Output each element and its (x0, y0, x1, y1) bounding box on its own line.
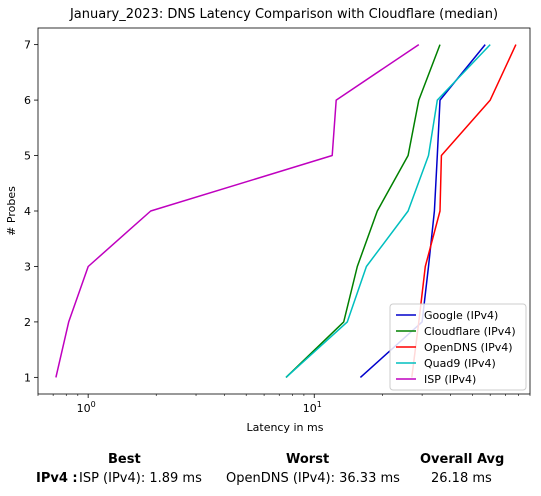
overall-avg-value: 26.18 ms (431, 471, 492, 486)
x-tick-label: 101 (303, 400, 322, 415)
series-line (56, 45, 419, 378)
chart-title: January_2023: DNS Latency Comparison wit… (69, 7, 498, 22)
worst-value: OpenDNS (IPv4): 36.33 ms (226, 471, 400, 486)
y-tick-label: 1 (24, 371, 31, 384)
legend-label: OpenDNS (IPv4) (424, 341, 513, 354)
y-tick-label: 5 (24, 150, 31, 163)
latency-chart: January_2023: DNS Latency Comparison wit… (0, 0, 541, 440)
worst-header: Worst (286, 452, 329, 467)
legend-label: ISP (IPv4) (424, 373, 476, 386)
y-tick-label: 3 (24, 260, 31, 273)
best-value: ISP (IPv4): 1.89 ms (79, 471, 202, 486)
legend-label: Quad9 (IPv4) (424, 357, 496, 370)
y-tick-label: 2 (24, 316, 31, 329)
y-axis-label: # Probes (5, 186, 18, 236)
legend-label: Cloudflare (IPv4) (424, 325, 516, 338)
best-header: Best (108, 452, 141, 467)
ipv4-row-label: IPv4 : (36, 471, 78, 486)
y-tick-label: 7 (24, 39, 31, 52)
y-tick-label: 6 (24, 94, 31, 107)
x-axis-label: Latency in ms (247, 421, 324, 434)
plot-area: 100 101 1 2 3 4 5 6 7 Google (IPv4) Cloudflare (IP… (24, 28, 530, 415)
overall-avg-header: Overall Avg (420, 452, 504, 467)
legend-label: Google (IPv4) (424, 309, 498, 322)
x-tick-label: 100 (77, 400, 96, 415)
y-tick-label: 4 (24, 205, 31, 218)
